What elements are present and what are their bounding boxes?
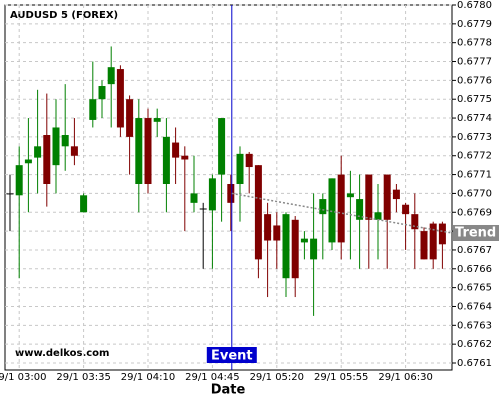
candle-body xyxy=(236,153,244,184)
candle-body xyxy=(402,204,410,215)
y-tick-label: 0.6773 xyxy=(457,132,492,143)
x-tick-label: 29/1 03:00 xyxy=(0,372,46,383)
candle-body xyxy=(264,214,272,241)
y-tick-label: 0.6766 xyxy=(457,264,492,275)
y-tick-label: 0.6775 xyxy=(457,94,492,105)
candle-body xyxy=(162,136,170,184)
candle-body xyxy=(98,86,106,100)
candle-body xyxy=(15,165,23,196)
candle-body xyxy=(227,184,235,203)
x-tick-label: 29/1 03:35 xyxy=(56,372,110,383)
candle-body xyxy=(392,189,400,200)
y-tick-label: 0.6776 xyxy=(457,75,492,86)
y-tick-label: 0.6765 xyxy=(457,283,492,294)
candle-body xyxy=(429,223,437,260)
candle-body xyxy=(291,219,299,279)
x-tick-labels: 29/1 03:00 29/1 03:35 29/1 04:10 29/1 04:45… xyxy=(0,372,433,383)
trend-line xyxy=(231,192,453,234)
trend-label: Trend xyxy=(455,225,496,240)
x-tick-label: 29/1 04:10 xyxy=(121,372,175,383)
candle-body xyxy=(181,155,189,160)
candle-body xyxy=(328,178,336,243)
candle-body xyxy=(126,99,134,137)
candle-body xyxy=(365,174,373,220)
y-tick-label: 0.6771 xyxy=(457,170,492,181)
candle-body xyxy=(245,153,253,168)
candle-body xyxy=(144,118,152,184)
y-tick-label: 0.6762 xyxy=(457,339,492,350)
x-axis-label: Date xyxy=(211,383,246,398)
y-tick-label: 0.6780 xyxy=(457,0,492,11)
candle-body xyxy=(43,135,51,184)
y-tick-label: 0.6779 xyxy=(457,19,492,30)
candle-body xyxy=(310,238,318,260)
candle-body xyxy=(116,69,124,128)
y-tick-label: 0.6761 xyxy=(457,358,492,369)
candle-body xyxy=(282,214,290,279)
candle-body xyxy=(383,174,391,220)
candle-body xyxy=(356,199,364,220)
candle-body xyxy=(153,118,161,122)
candle-body xyxy=(374,212,382,220)
candle-body xyxy=(190,193,198,203)
x-tick-label: 29/1 05:55 xyxy=(314,372,368,383)
candle-body xyxy=(6,193,14,195)
candle-body xyxy=(420,231,428,260)
candle-body xyxy=(273,225,281,241)
candle-body xyxy=(300,238,308,243)
trend-label-box xyxy=(453,224,499,241)
candle-body xyxy=(199,208,207,210)
candle-body xyxy=(107,67,115,85)
candle-body xyxy=(438,223,446,245)
y-tick-label: 0.6763 xyxy=(457,320,492,331)
candle-body xyxy=(172,142,180,158)
candle-body xyxy=(208,178,216,211)
candle-body xyxy=(52,127,60,166)
candle-body xyxy=(34,146,42,158)
candle-body xyxy=(24,159,32,164)
y-tick-label: 0.6767 xyxy=(457,245,492,256)
y-tick-label: 0.6769 xyxy=(457,207,492,218)
x-tick-label: 29/1 05:20 xyxy=(250,372,304,383)
candle-body xyxy=(411,214,419,230)
candle-body xyxy=(319,199,327,215)
x-tick-label: 29/1 04:45 xyxy=(185,372,239,383)
candle-body xyxy=(80,195,88,213)
watermark: www.delkos.com xyxy=(15,348,109,359)
candle-body xyxy=(337,174,345,243)
candle-body xyxy=(346,193,354,198)
y-tick-label: 0.6772 xyxy=(457,151,492,162)
candle-body xyxy=(89,99,97,120)
candle-body xyxy=(70,146,78,156)
candle-body xyxy=(254,165,262,260)
y-tick-label: 0.6770 xyxy=(457,188,492,199)
y-tick-label: 0.6777 xyxy=(457,57,492,68)
y-tick-label: 0.6778 xyxy=(457,38,492,49)
event-label: Event xyxy=(211,349,253,364)
y-tick-label: 0.6764 xyxy=(457,301,492,312)
candle-body xyxy=(61,135,69,147)
x-tick-label: 29/1 06:30 xyxy=(378,372,432,383)
y-tick-label: 0.6774 xyxy=(457,113,492,124)
candle-body xyxy=(135,118,143,184)
chart-title: AUDUSD 5 (FOREX) xyxy=(10,10,118,21)
candle-body xyxy=(218,118,226,175)
event-label-box xyxy=(206,347,257,363)
